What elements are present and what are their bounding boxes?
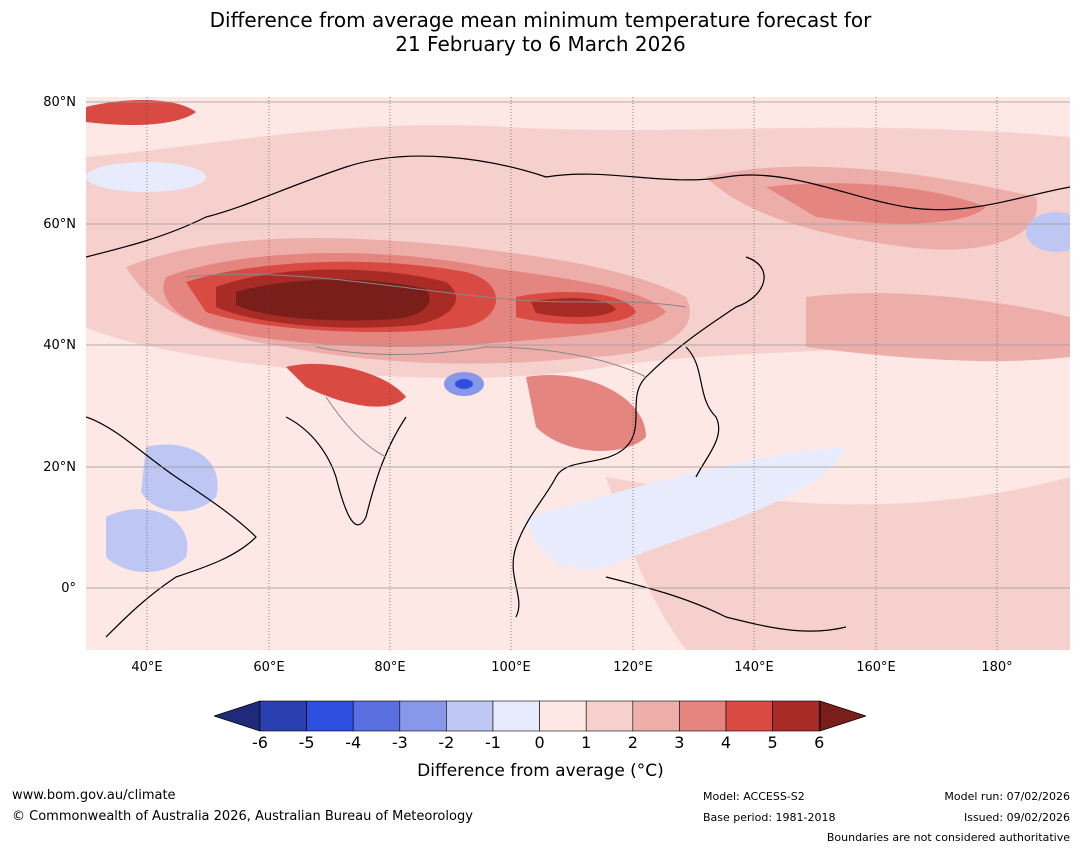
- graticule-latitude: [86, 101, 1070, 589]
- country-borders: [185, 273, 687, 458]
- map-title: Difference from average mean minimum tem…: [0, 8, 1081, 56]
- colorbar-cell: [352, 700, 401, 732]
- lat-label-20n: 20°N: [43, 460, 76, 475]
- anomaly-zone-north-pacific: [806, 293, 1070, 362]
- colorbar-cell: [539, 700, 587, 732]
- colorbar-tick-label: 0: [534, 733, 545, 752]
- colorbar-cell: [772, 700, 820, 732]
- cool-zone-south-china-sea: [526, 447, 846, 570]
- lat-label-80n: 80°N: [43, 95, 76, 110]
- lon-label-180: 180°: [981, 660, 1013, 675]
- colorbar-cell: [679, 700, 727, 732]
- colorbar-cell: [585, 700, 634, 732]
- colorbar-cell: [306, 700, 354, 732]
- colorbar-cell: [725, 700, 773, 732]
- colorbar-cell: [446, 700, 494, 732]
- colorbar-arrow-above-max: [819, 700, 866, 732]
- cool-zone-bering: [1026, 212, 1070, 252]
- footer-boundaries-note: Boundaries are not considered authoritat…: [826, 831, 1070, 844]
- lon-label-140e: 140°E: [734, 660, 774, 675]
- anomaly-map: [86, 97, 1070, 650]
- colorbar-arrow-below-min: [214, 700, 261, 732]
- colorbar-tick-label: -4: [345, 733, 362, 752]
- cool-zone-horn-of-africa: [106, 509, 188, 572]
- cool-zone-arabia: [141, 444, 218, 512]
- colorbar-tick-label: -1: [485, 733, 501, 752]
- anomaly-zone-over-6: [236, 279, 430, 321]
- coastlines: [86, 155, 1070, 638]
- colorbar-tick-label: -3: [391, 733, 408, 752]
- colorbar-title: Difference from average (°C): [417, 761, 664, 781]
- colorbar-cell: [399, 700, 447, 732]
- cool-zone-tibet-core: [455, 379, 473, 389]
- map-canvas: [86, 97, 1070, 650]
- lon-label-160e: 160°E: [856, 660, 896, 675]
- lat-label-60n: 60°N: [43, 217, 76, 232]
- anomaly-zone-east-siberia: [766, 183, 986, 224]
- cool-zone-scandinavia: [86, 162, 206, 192]
- east-asia-coastline: [512, 256, 765, 618]
- footer-issued: Issued: 09/02/2026: [963, 811, 1070, 824]
- colorbar-tick-label: 4: [720, 733, 732, 752]
- anomaly-zone-tibet: [286, 363, 406, 407]
- india-coastline: [285, 416, 407, 526]
- lat-label-40n: 40°N: [43, 338, 76, 353]
- colorbar: [214, 700, 866, 732]
- japan-coastline: [685, 346, 720, 478]
- title-line-2: 21 February to 6 March 2026: [395, 32, 686, 56]
- colorbar-tick-label: 3: [674, 733, 685, 752]
- colorbar-tick-label: 1: [581, 733, 592, 752]
- colorbar-tick-label: 6: [814, 733, 825, 752]
- footer-model: Model: ACCESS-S2: [703, 790, 805, 803]
- indonesia-coastline: [605, 576, 847, 632]
- lon-label-100e: 100°E: [491, 660, 531, 675]
- colorbar-tick-label: -6: [252, 733, 268, 752]
- footer-copyright: © Commonwealth of Australia 2026, Austra…: [12, 809, 473, 824]
- anomaly-zone-arctic: [86, 100, 196, 125]
- lon-label-40e: 40°E: [131, 660, 163, 675]
- colorbar-cell: [259, 700, 307, 732]
- colorbar-cell: [632, 700, 680, 732]
- arabia-africa-coastline: [86, 416, 257, 638]
- lon-label-120e: 120°E: [613, 660, 653, 675]
- lon-label-60e: 60°E: [253, 660, 285, 675]
- lat-label-0: 0°: [61, 581, 76, 596]
- colorbar-tick-label: 2: [627, 733, 638, 752]
- anomaly-zone-mongolia-core: [531, 297, 616, 318]
- colorbar-tick-label: 5: [767, 733, 778, 752]
- border-line-central: [315, 346, 647, 378]
- title-line-1: Difference from average mean minimum tem…: [209, 8, 872, 32]
- footer-model-run: Model run: 07/02/2026: [944, 790, 1070, 803]
- colorbar-cell: [492, 700, 540, 732]
- footer-website: www.bom.gov.au/climate: [12, 788, 176, 803]
- graticule-longitude: [146, 97, 998, 650]
- border-line-south: [325, 396, 387, 458]
- arctic-coastline: [86, 155, 1070, 258]
- border-line-north: [185, 273, 687, 308]
- colorbar-cells: [259, 700, 820, 732]
- footer-base-period: Base period: 1981-2018: [703, 811, 836, 824]
- colorbar-tick-label: -2: [438, 733, 455, 752]
- anomaly-zone-china: [526, 375, 646, 451]
- colorbar-tick-label: -5: [298, 733, 315, 752]
- lon-label-80e: 80°E: [374, 660, 406, 675]
